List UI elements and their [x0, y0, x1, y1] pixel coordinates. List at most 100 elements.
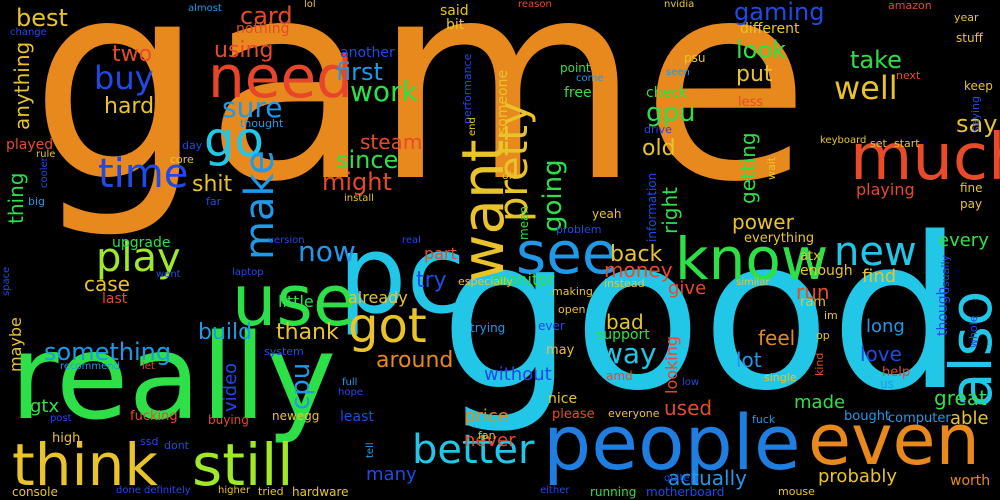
- word: thing: [4, 172, 28, 224]
- word: oh: [502, 169, 516, 182]
- word: us: [880, 377, 894, 391]
- word: card: [240, 2, 293, 30]
- word: yeah: [592, 207, 622, 221]
- word: fan: [478, 429, 496, 442]
- word: support: [596, 327, 650, 343]
- word: running: [590, 485, 637, 499]
- word: start: [894, 137, 920, 150]
- word: monitor: [492, 270, 555, 289]
- word: op: [816, 329, 830, 342]
- word: great: [934, 386, 987, 410]
- word: nothing: [236, 21, 290, 37]
- word: motherboard: [646, 485, 725, 499]
- word: nvidia: [664, 0, 695, 10]
- word: power: [732, 210, 794, 234]
- word: long: [866, 316, 905, 337]
- word: fine: [960, 181, 983, 195]
- word: amazon: [888, 0, 932, 12]
- word: two: [112, 42, 153, 67]
- word: gtx: [30, 396, 60, 417]
- word: video: [220, 362, 241, 412]
- word: use: [232, 260, 356, 342]
- word: put: [736, 62, 773, 87]
- word: im: [824, 309, 838, 322]
- word: new: [834, 229, 917, 275]
- word: problem: [556, 223, 602, 236]
- word: much: [850, 121, 1000, 195]
- word: trying: [470, 321, 506, 335]
- word: used: [664, 396, 713, 420]
- word: people: [543, 398, 801, 487]
- word: everything: [744, 231, 815, 246]
- word: right: [658, 187, 682, 234]
- word: recommend: [60, 361, 120, 372]
- word: cpu: [286, 362, 316, 410]
- word: last: [102, 291, 128, 307]
- word: ever: [538, 319, 565, 333]
- word: never: [464, 430, 516, 451]
- word: atx: [800, 249, 821, 264]
- word: install: [344, 193, 374, 204]
- word: find: [862, 266, 897, 287]
- word: pay: [960, 197, 983, 211]
- word: higher: [218, 485, 251, 496]
- word: without: [484, 364, 552, 385]
- word: point: [560, 61, 591, 75]
- word: seen: [666, 67, 690, 78]
- word: since: [336, 146, 399, 174]
- word: getting: [736, 132, 760, 204]
- word: single: [764, 371, 797, 384]
- word: different: [740, 21, 800, 37]
- word: performance: [461, 53, 474, 124]
- word: tried: [258, 485, 284, 498]
- word: post: [50, 413, 72, 424]
- word: psu: [684, 51, 706, 65]
- word: hardware: [292, 485, 349, 499]
- word: best: [16, 4, 68, 32]
- word: well: [834, 69, 898, 107]
- word: even: [808, 399, 980, 481]
- word: upgrade: [112, 235, 171, 251]
- word: time: [98, 151, 189, 197]
- word: many: [366, 464, 417, 485]
- word: buying: [208, 413, 249, 427]
- word: lot: [736, 348, 762, 372]
- word: might: [322, 168, 392, 196]
- word: worth: [950, 473, 991, 489]
- word: able: [950, 408, 989, 429]
- word: newegg: [272, 409, 320, 423]
- word: year: [954, 11, 979, 24]
- word: played: [6, 137, 54, 153]
- word: little: [278, 292, 314, 311]
- word: bad: [606, 310, 644, 334]
- word: go: [204, 112, 264, 168]
- word: less: [738, 95, 764, 110]
- word: free: [564, 85, 592, 101]
- word: wait: [765, 156, 778, 180]
- word: love: [860, 342, 902, 366]
- word: gaming: [734, 0, 825, 26]
- word: play: [96, 235, 181, 281]
- word: take: [850, 46, 902, 74]
- word: maybe: [6, 317, 25, 372]
- word: check: [646, 85, 687, 101]
- word: steam: [360, 130, 423, 154]
- word: keyboard: [820, 135, 867, 146]
- word: anything: [10, 41, 34, 130]
- word: shit: [192, 172, 233, 197]
- word: pc: [338, 213, 466, 338]
- word: nice: [548, 391, 578, 407]
- word: bit: [446, 17, 465, 33]
- word: really: [10, 308, 337, 446]
- word: going: [538, 159, 568, 232]
- word: low: [682, 377, 700, 388]
- word: thought: [240, 117, 284, 130]
- word: making: [552, 285, 593, 298]
- word: already: [348, 288, 408, 307]
- word: give: [668, 278, 707, 299]
- word: core: [170, 153, 194, 166]
- word: game: [30, 0, 811, 242]
- word: whole: [967, 315, 980, 348]
- word: sure: [222, 91, 283, 124]
- word: gpu: [646, 98, 696, 128]
